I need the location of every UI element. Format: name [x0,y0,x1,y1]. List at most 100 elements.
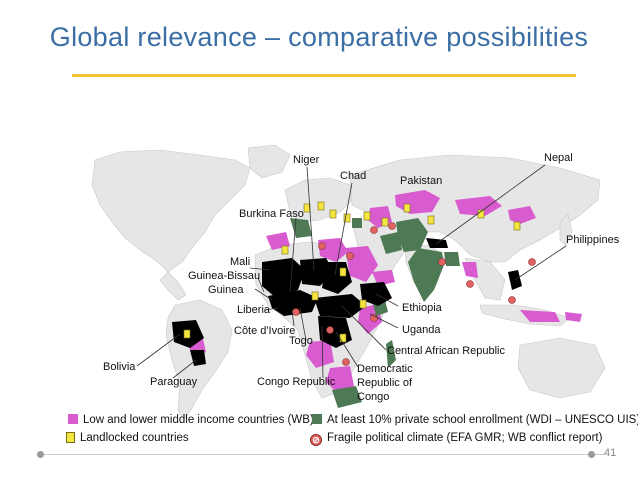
west-africa-black [268,290,318,316]
label-philippines: Philippines [566,234,620,246]
indonesia-pink [520,310,560,322]
label-uganda: Uganda [402,324,441,336]
label-cote-divoire: Côte d'Ivoire [234,325,296,337]
landlocked-markers [183,201,521,343]
leader-congo [321,325,324,379]
madagascar-green [386,340,396,368]
marker-1 [303,203,311,213]
fragile-4 [346,252,354,260]
label-chad: Chad [340,170,367,182]
leader-niger [306,166,315,271]
fragile-1 [370,226,378,234]
label-guinea: Guinea [208,284,244,296]
leader-uganda [369,313,399,329]
label-congo-republic: Congo Republic [257,376,336,388]
mongolia-pink [455,196,502,216]
leader-liberia [263,307,279,311]
legend-landlocked: Landlocked countries [66,431,189,445]
label-central-african-republic: Central African Republic [387,345,506,357]
fragile-3 [318,242,326,250]
fragile-9 [326,326,334,334]
fragile-10 [370,314,378,322]
leader-ethiopia [375,293,399,307]
fragile-12 [528,258,536,266]
marker-14 [359,299,367,309]
australia [517,337,606,399]
landlocked-marker-icon [66,432,75,443]
marker-10 [513,221,521,231]
private-school-regions [290,218,460,408]
leader-bolivia [136,333,181,367]
leader-cote [291,309,295,327]
southern-africa-pink [326,366,354,392]
marker-3 [329,209,337,219]
page-number: 41 [604,447,617,459]
legend-private-school: At least 10% private school enrollment (… [312,413,638,427]
label-ethiopia: Ethiopia [402,302,442,314]
fragile-6 [466,280,474,288]
morocco-pink [266,232,290,250]
legend-private-school-label: At least 10% private school enrollment (… [327,414,638,426]
japan [559,213,573,247]
marker-12 [339,267,347,277]
label-burkina-faso: Burkina Faso [239,208,304,220]
legend-low-income: Low and lower middle income countries (W… [68,413,314,427]
slide-title: Global relevance – comparative possibili… [49,22,589,52]
label-mali: Mali [230,256,251,268]
leader-nepal [435,164,546,245]
mali-black [262,258,305,298]
legend-fragile-label: Fragile political climate (EFA GMR; WB c… [327,432,603,444]
angola-pink [306,340,334,368]
fragile-marker-icon: ⊘ [310,434,322,446]
fragile-5 [438,258,446,266]
label-nepal: Nepal [544,152,573,164]
north-america [91,149,251,273]
marker-7 [403,203,411,213]
fragile-8 [292,308,300,316]
marker-2 [317,201,325,211]
legend-low-income-label: Low and lower middle income countries (W… [83,414,314,426]
fragile-11 [342,358,350,366]
myanmar-pink [462,262,478,278]
china-w-pink [508,206,536,224]
leader-mali [249,267,271,271]
leader-philippines [514,245,567,281]
leader-chad [334,182,353,276]
central-america [159,271,187,301]
iran-green [380,232,402,254]
footer-dot-right-icon [588,451,595,458]
label-liberia: Liberia [237,304,271,316]
yemen-pink [372,270,395,286]
leader-guinea [254,288,273,301]
fragile-7 [508,296,516,304]
marker-15 [183,329,191,339]
bangladesh-green [444,252,460,266]
label-togo: Togo [289,335,313,347]
pink-swatch-icon [68,414,78,424]
legend-fragile: ⊘ Fragile political climate (EFA GMR; WB … [310,431,602,446]
leader-togo [299,307,307,341]
lebanon-green [352,218,362,228]
legend-landlocked-label: Landlocked countries [80,432,189,444]
marker-4 [343,213,351,223]
marker-6 [381,217,389,227]
marker-13 [311,291,319,301]
leader-car [341,305,387,351]
label-niger: Niger [293,154,320,166]
label-pakistan: Pakistan [400,175,443,187]
marker-16 [339,333,347,343]
leader-guinea-bissau [257,277,265,293]
footer-dot-left-icon [37,451,44,458]
png-pink [565,312,582,322]
leader-lines [136,164,567,379]
south-africa-green [332,386,362,408]
fragile-2 [388,222,396,230]
footer-rule [40,454,605,455]
marker-11 [281,245,289,255]
marker-8 [427,215,435,225]
car-black [314,294,366,318]
greenland [247,144,291,179]
leader-burkina [289,217,297,293]
green-swatch-icon [312,414,322,424]
